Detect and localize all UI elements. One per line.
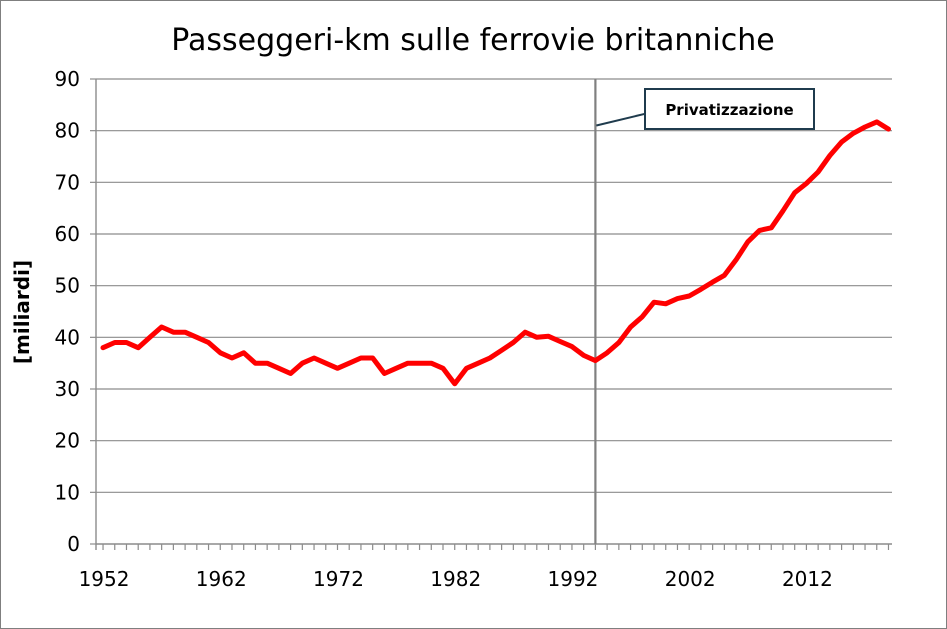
callout-leader-line [596, 112, 646, 127]
x-tick-label-1992: 1992 [548, 567, 599, 591]
y-tick-label-20: 20 [55, 429, 80, 453]
gridlines [96, 78, 892, 493]
x-tick-label-2002: 2002 [665, 567, 716, 591]
y-tick-label-80: 80 [55, 119, 80, 143]
y-tick-label-40: 40 [55, 325, 80, 349]
axes [90, 78, 892, 550]
y-tick-label-10: 10 [55, 480, 80, 504]
tick-labels: 0 10 20 30 40 50 60 70 80 90 1952 1962 1972 1982 1992 2… [55, 67, 833, 591]
series-layer [100, 119, 891, 387]
y-tick-label-60: 60 [55, 222, 80, 246]
y-tick-label-90: 90 [55, 67, 80, 91]
y-tick-label-0: 0 [67, 532, 80, 556]
x-tick-label-1962: 1962 [196, 567, 247, 591]
x-tick-label-2012: 2012 [782, 567, 833, 591]
x-tick-label-1982: 1982 [430, 567, 481, 591]
x-tick-label-1952: 1952 [79, 567, 130, 591]
chart-title: Passeggeri-km sulle ferrovie britanniche [171, 23, 774, 58]
y-tick-label-30: 30 [55, 377, 80, 401]
x-tick-label-1972: 1972 [313, 567, 364, 591]
series-line-0 [100, 119, 891, 387]
y-axis-label: [miliardi] [10, 260, 34, 364]
callout-label: Privatizzazione [665, 101, 793, 119]
y-tick-label-50: 50 [55, 274, 80, 298]
annotations: Privatizzazione [594, 79, 815, 544]
callout-box [644, 88, 815, 130]
y-tick-label-70: 70 [55, 170, 80, 194]
